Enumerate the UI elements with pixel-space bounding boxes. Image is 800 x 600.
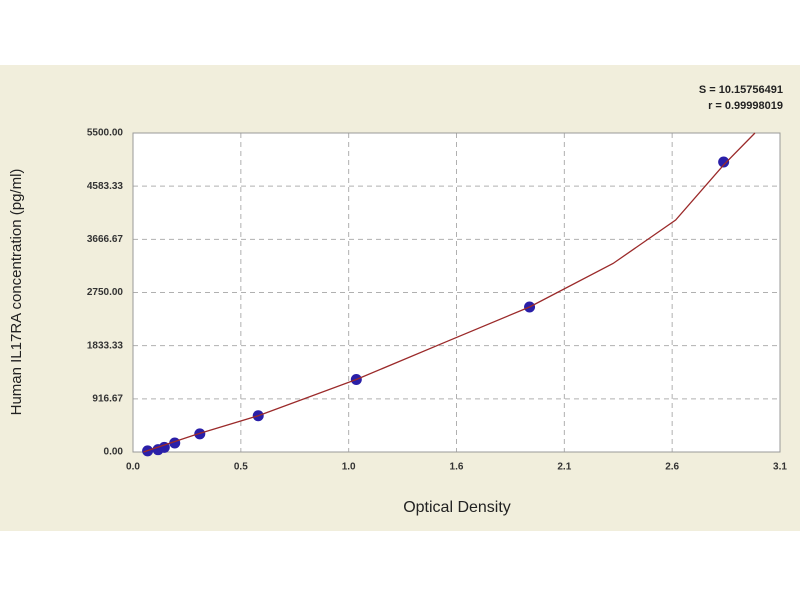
y-tick-label: 1833.33 <box>87 340 124 351</box>
y-tick-label: 916.67 <box>92 393 123 404</box>
y-tick-label: 4583.33 <box>87 181 124 192</box>
y-tick-label: 2750.00 <box>87 287 124 298</box>
x-tick-label: 1.6 <box>450 462 464 473</box>
y-tick-label: 3666.67 <box>87 234 124 245</box>
x-tick-label: 3.1 <box>773 462 787 473</box>
x-axis-label: Optical Density <box>403 499 511 516</box>
x-tick-label: 1.0 <box>342 462 356 473</box>
annotation: S = 10.15756491 <box>699 84 783 96</box>
y-axis-label: Human IL17RA concentration (pg/ml) <box>8 169 25 416</box>
data-point <box>718 156 730 168</box>
x-tick-label: 2.1 <box>557 462 571 473</box>
fit-curve <box>143 132 756 453</box>
annotation: r = 0.99998019 <box>708 100 783 112</box>
y-tick-label: 5500.00 <box>87 128 124 139</box>
y-tick-label: 0.00 <box>104 447 124 458</box>
x-tick-label: 0.5 <box>234 462 248 473</box>
plot-border <box>132 132 781 453</box>
x-tick-label: 0.0 <box>126 462 140 473</box>
x-tick-label: 2.6 <box>665 462 679 473</box>
